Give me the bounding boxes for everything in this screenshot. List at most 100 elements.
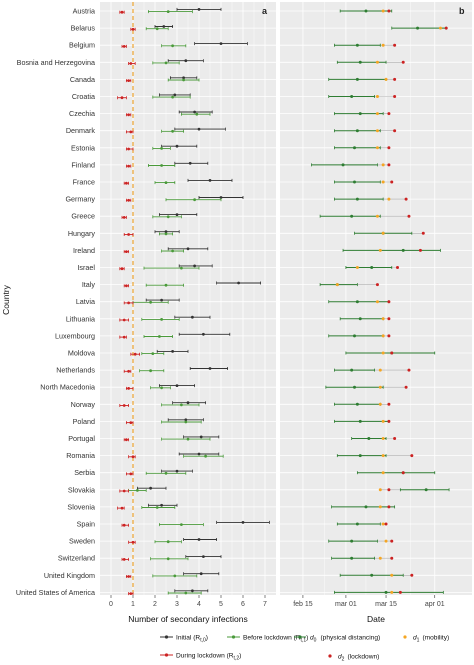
point-d0 [355,43,359,47]
point-d0 [358,317,362,321]
point-d0 [364,505,368,509]
point-during-lockdown [120,506,124,510]
point-initial [197,452,201,456]
country-label: Netherlands [56,366,95,375]
point-d0 [355,77,359,81]
point-d2 [387,163,391,167]
legend-initial-text: Initial (Rt,0) [176,635,208,644]
point-d1 [381,419,385,423]
point-initial [173,93,177,97]
legend-before-text: Before lockdown (Rt,1) [243,635,308,644]
panel-b-x-axis-label: Date [367,614,385,624]
point-during-lockdown [122,489,126,493]
country-label: Croatia [72,92,95,101]
x-tick-label: 6 [241,601,245,608]
point-d2 [387,9,391,13]
point-before-lockdown [151,352,155,355]
point-during-lockdown [122,216,126,219]
point-d2 [401,60,405,64]
point-d1 [378,556,382,560]
point-during-lockdown [129,472,133,476]
point-d1 [381,9,385,13]
country-label: Estonia [71,143,95,152]
point-initial [197,127,201,131]
point-d1 [375,112,379,116]
country-label: Slovenia [67,502,95,511]
country-label: United Kingdom [44,571,95,580]
point-initial [186,401,190,405]
point-initial [184,418,188,422]
point-d1 [375,214,379,218]
country-label: Spain [77,520,95,529]
country-label: Lithuania [66,314,95,323]
point-during-lockdown [122,404,126,407]
point-initial [237,281,241,285]
point-initial [241,521,245,524]
point-initial [182,76,186,80]
point-before-lockdown [180,523,183,526]
point-d0 [358,454,362,458]
point-d1 [381,317,385,321]
point-during-lockdown [122,523,126,527]
point-before-lockdown [164,61,168,65]
legend-initial-marker [164,635,169,639]
point-d1 [378,368,382,372]
point-d1 [375,300,379,304]
point-d1 [381,454,385,458]
panel-b-marks [311,9,450,594]
point-initial [208,179,212,182]
point-d2 [393,95,397,98]
point-d1 [355,266,359,269]
country-label: Germany [65,195,95,204]
point-before-lockdown [184,420,188,424]
point-before-lockdown [182,78,186,82]
point-d0 [353,146,357,150]
point-d2 [393,43,397,47]
country-label: Norway [71,400,96,409]
point-d0 [367,437,371,440]
point-d2 [421,231,425,235]
country-label: North Macedonia [40,383,95,392]
point-during-lockdown [131,540,135,544]
point-before-lockdown [180,403,183,407]
country-label: Italy [82,280,96,289]
point-before-lockdown [173,574,177,578]
point-d1 [375,60,379,64]
point-d2 [387,112,391,116]
legend-during-marker [164,653,169,657]
country-label: Luxembourg [55,331,95,340]
point-initial [191,589,194,593]
point-before-lockdown [164,232,168,236]
point-d1 [387,197,391,201]
point-d2 [387,402,391,406]
point-initial [186,247,190,251]
country-label: Portugal [68,434,95,443]
point-before-lockdown [160,386,164,390]
point-initial [202,555,205,558]
point-during-lockdown [125,181,128,185]
point-before-lockdown [155,27,159,31]
point-initial [197,538,201,541]
y-axis-label: Country [1,284,11,315]
panel-b-tag: b [459,6,465,16]
panel-a-tag: a [262,6,268,16]
panel-a-marks [117,2,270,596]
country-label: Israel [77,263,95,272]
point-before-lockdown [180,266,183,270]
point-initial [171,350,175,353]
x-tick-label: 7 [263,601,267,608]
point-d0 [370,266,374,269]
point-d0 [358,112,362,116]
point-during-lockdown [127,147,130,151]
point-d2 [398,590,402,594]
point-before-lockdown [164,471,168,475]
point-d0 [350,368,354,372]
country-labels: Austria Belarus Belgium Bosnia and Herzegov… [16,7,96,597]
x-tick-label: apr 01 [425,601,445,608]
point-d2 [375,283,379,287]
point-during-lockdown [122,558,126,561]
point-d1 [384,539,388,543]
point-d1 [381,180,385,184]
point-initial [208,367,212,370]
point-d0 [341,163,345,167]
